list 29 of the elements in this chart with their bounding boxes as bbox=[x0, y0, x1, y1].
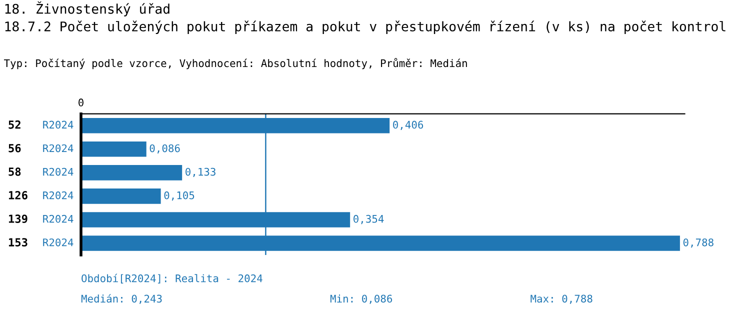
y-tick-label: 58 bbox=[8, 167, 21, 176]
y-tick-label: 153 bbox=[8, 238, 28, 246]
text: R2024 bbox=[43, 238, 74, 246]
text: R2024 bbox=[43, 214, 74, 223]
text: R2024 bbox=[43, 144, 74, 152]
chart-subtitle: 18.7.2 Počet uložených pokut příkazem a pokut v přestupkovém řízení (v ks) na počet kontrol bbox=[5, 20, 726, 34]
y-tick-label: 56 bbox=[8, 144, 21, 152]
chart-title: 18. Živnostenský úřad bbox=[5, 1, 170, 16]
text: Medián: 0,243 bbox=[81, 294, 162, 304]
text: Období[R2024]: Realita - 2024 bbox=[82, 274, 262, 284]
text: R2024 bbox=[43, 168, 74, 176]
text: 0 bbox=[78, 98, 84, 106]
text: Max: 0,788 bbox=[530, 294, 592, 304]
text: Min: 0,086 bbox=[330, 294, 392, 304]
series-label: R2024 bbox=[43, 120, 74, 129]
data-label: 0,354 bbox=[354, 214, 384, 224]
data-label: 0,105 bbox=[164, 191, 194, 201]
text: Typ: Počítaný podle vzorce, Vyhodnocení: Absolutní hodnoty, Průměr: Medián bbox=[4, 58, 467, 70]
y-tick-label: 126 bbox=[8, 191, 28, 200]
bar bbox=[81, 188, 161, 204]
bar bbox=[81, 141, 146, 157]
y-tick-label: 139 bbox=[8, 214, 28, 224]
data-label: 0,133 bbox=[186, 168, 216, 178]
y-tick-label: 52 bbox=[8, 120, 20, 129]
bar bbox=[81, 165, 182, 180]
data-label: 0,406 bbox=[393, 120, 424, 130]
data-label: 0,086 bbox=[150, 144, 180, 154]
data-label: 0,788 bbox=[683, 238, 714, 248]
text: R2024 bbox=[43, 191, 74, 200]
